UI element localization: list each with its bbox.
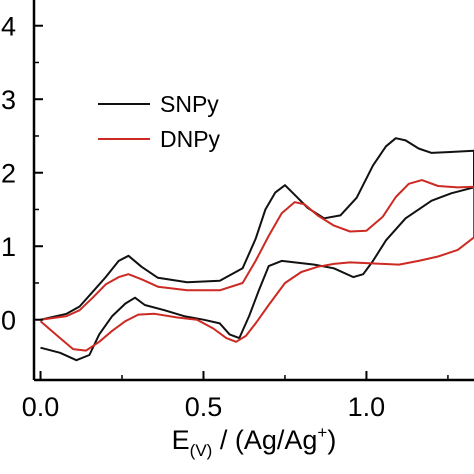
axis-ticks	[34, 24, 449, 380]
series-line-dnpy	[39, 179, 474, 352]
tick-labels: 0.0 0.5 1.0 0 1 2 3 4	[1, 12, 385, 422]
y-tick-label: 2	[1, 159, 16, 189]
y-tick-label: 4	[1, 12, 16, 42]
legend: SNPy DNPy	[98, 91, 221, 152]
y-tick-label: 1	[1, 232, 16, 262]
x-tick-label: 1.0	[348, 392, 386, 422]
series-lines	[39, 137, 474, 362]
legend-label-dnpy: DNPy	[160, 126, 221, 152]
x-tick-label: 0.0	[22, 392, 60, 422]
x-axis-label: E(V) / (Ag/Ag+)	[172, 423, 337, 460]
x-axis-label-suffix: )	[327, 425, 336, 455]
x-axis-label-superscript: +	[317, 423, 327, 442]
plot-frame	[32, 0, 474, 382]
legend-label-snpy: SNPy	[160, 91, 219, 117]
x-tick-label: 0.5	[185, 392, 223, 422]
x-axis-label-prefix: E	[172, 425, 190, 455]
y-tick-label: 3	[1, 85, 16, 115]
series-line-snpy	[40, 137, 474, 362]
x-axis-label-subscript: (V)	[190, 441, 213, 460]
x-axis-label-middle: / (Ag/Ag	[212, 425, 317, 455]
y-tick-label: 0	[1, 306, 16, 336]
